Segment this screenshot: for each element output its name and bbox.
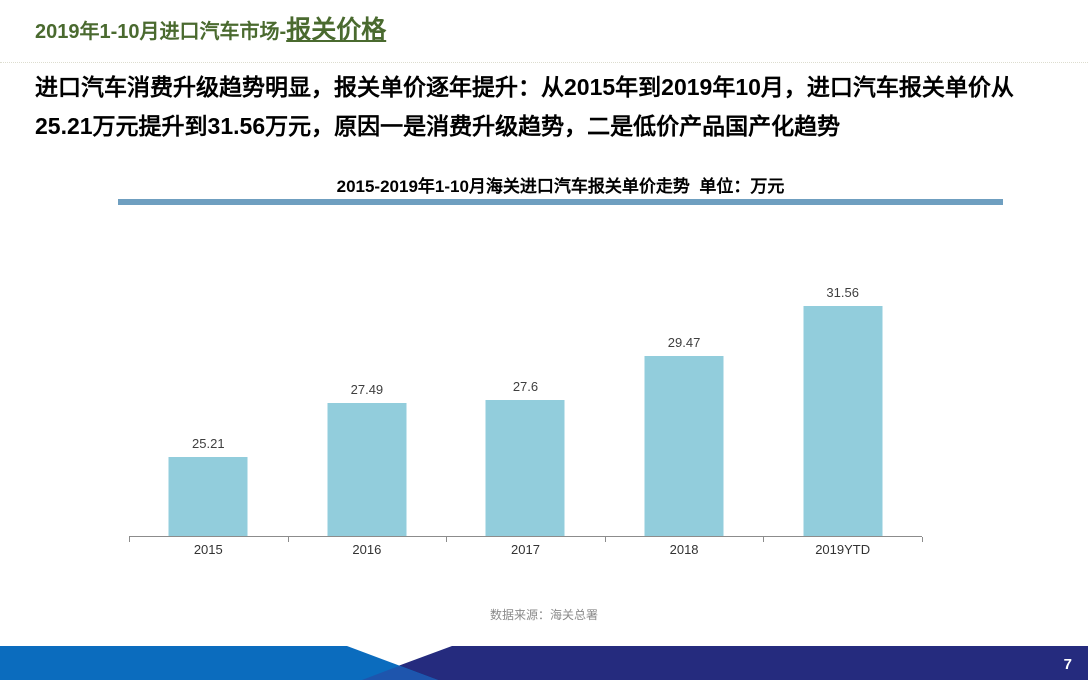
summary-text: 进口汽车消费升级趋势明显，报关单价逐年提升：从2015年到2019年10月，进口… — [35, 74, 1014, 139]
x-axis-label: 2017 — [511, 542, 540, 557]
bar-value-label: 29.47 — [667, 335, 701, 350]
bar-value-label: 31.56 — [826, 285, 859, 300]
axis-tick — [446, 537, 448, 542]
axis-tick — [604, 537, 606, 542]
axis-tick — [763, 537, 765, 542]
bar-plot: 25.21 27.49 27.6 29.47 31.56 — [129, 269, 922, 537]
data-source-note: 数据来源：海关总署 — [489, 608, 598, 622]
header-prefix: 2019年1-10月进口汽车市场- — [35, 21, 287, 43]
chart-title: 2015-2019年1-10月海关进口汽车报关单价走势 单位：万元 — [336, 177, 785, 196]
x-axis-label: 2019YTD — [815, 542, 871, 557]
bar-group: 29.47 — [605, 269, 764, 536]
x-axis-labels: 2015 2016 2017 2018 2019YTD — [129, 542, 922, 557]
bar — [327, 403, 407, 536]
bar-value-label: 25.21 — [192, 436, 225, 451]
axis-tick — [287, 537, 289, 542]
chart-title-rule — [118, 199, 1003, 205]
slide-header: 2019年1-10月进口汽车市场-报关价格 — [35, 10, 386, 46]
bar-value-label: 27.49 — [350, 382, 384, 397]
bar — [644, 356, 724, 536]
banner-navy-ribbon — [360, 646, 1088, 680]
bar-group: 31.56 — [763, 269, 922, 536]
bar-value-label: 27.6 — [512, 379, 539, 394]
x-axis-label: 2015 — [193, 542, 223, 557]
bar-group: 27.49 — [288, 269, 447, 536]
page-number: 7 — [1063, 656, 1072, 673]
axis-tick — [922, 537, 923, 542]
header-highlight: 报关价格 — [286, 16, 387, 44]
banner-overlap-triangle — [362, 666, 438, 680]
bottom-banner — [0, 646, 1088, 680]
bar — [803, 306, 883, 536]
bar — [485, 400, 565, 536]
bar-group: 27.6 — [446, 269, 605, 536]
x-axis-label: 2016 — [352, 542, 382, 557]
banner-light-ribbon — [0, 646, 438, 680]
bar — [168, 457, 248, 536]
x-axis-label: 2018 — [669, 542, 699, 557]
bar-group: 25.21 — [129, 269, 288, 536]
header-divider — [0, 62, 1088, 63]
axis-tick — [129, 537, 130, 542]
